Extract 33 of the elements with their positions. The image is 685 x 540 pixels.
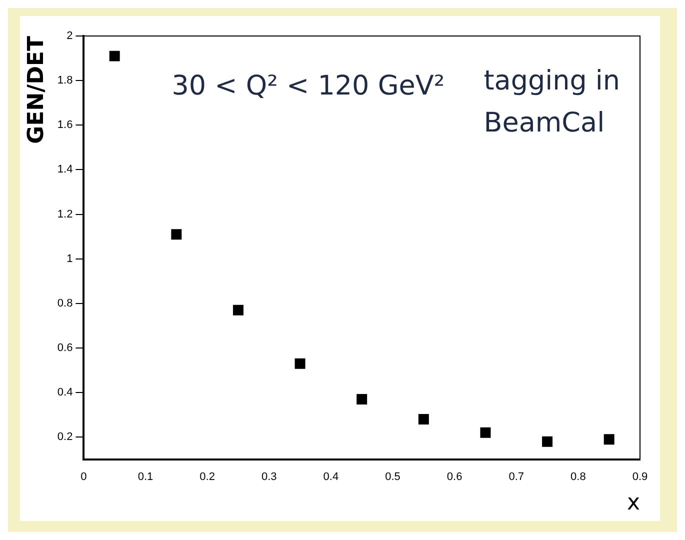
x-tick-label: 0.2 — [200, 471, 215, 484]
x-tick-label: 0.6 — [446, 471, 462, 484]
point — [480, 427, 491, 438]
y-tick-label: 0.4 — [57, 386, 73, 399]
annotation: 30 < Q² < 120 GeV² — [172, 70, 445, 102]
x-axis-title: x — [626, 490, 640, 516]
x-tick-label: 0.7 — [508, 471, 524, 484]
point — [109, 50, 120, 62]
y-tick-label: 1 — [66, 252, 73, 265]
x-tick-label: 0 — [80, 471, 87, 484]
point — [171, 229, 182, 240]
x-tick-label: 0.8 — [570, 471, 586, 484]
annotation: tagging in BeamCal — [484, 66, 620, 139]
point — [418, 414, 429, 425]
point — [232, 304, 244, 316]
x-tick-label: 0.4 — [323, 471, 339, 484]
y-tick-label: 1.6 — [57, 119, 73, 132]
x-tick-label: 0.1 — [138, 471, 154, 484]
x-tick-label: 0.5 — [385, 471, 400, 484]
x-tick-label: 0.3 — [261, 471, 277, 484]
y-tick-label: 0.6 — [57, 342, 73, 354]
y-tick-label: 0.2 — [57, 431, 73, 444]
y-tick-label: 1.8 — [57, 74, 73, 87]
y-tick-label: 1.4 — [57, 164, 73, 176]
y-tick-label: 1.2 — [57, 208, 73, 220]
point — [294, 358, 306, 369]
y-axis-title: GEN/DET — [24, 36, 49, 144]
point — [604, 434, 614, 445]
point — [356, 394, 368, 404]
y-tick-label: 0.8 — [57, 297, 73, 310]
point — [542, 436, 553, 447]
x-tick-label: 0.9 — [632, 471, 648, 484]
y-tick-label: 2 — [66, 30, 73, 42]
